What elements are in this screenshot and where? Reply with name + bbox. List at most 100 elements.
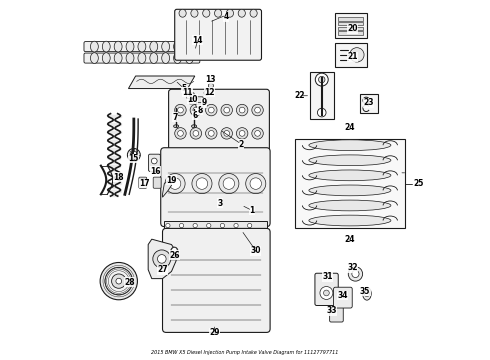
Text: 30: 30 xyxy=(250,246,261,255)
Ellipse shape xyxy=(171,247,178,258)
Text: 24: 24 xyxy=(344,123,355,132)
Circle shape xyxy=(177,107,183,113)
Ellipse shape xyxy=(102,53,110,63)
Circle shape xyxy=(245,174,266,194)
Circle shape xyxy=(239,107,245,113)
Circle shape xyxy=(116,278,122,284)
Ellipse shape xyxy=(138,53,146,63)
Text: 4: 4 xyxy=(224,12,229,21)
Circle shape xyxy=(236,104,248,116)
Ellipse shape xyxy=(162,53,170,63)
FancyBboxPatch shape xyxy=(148,154,160,171)
FancyBboxPatch shape xyxy=(163,228,270,332)
Text: 33: 33 xyxy=(326,306,337,315)
Circle shape xyxy=(247,224,252,228)
Circle shape xyxy=(236,128,248,139)
Bar xyxy=(164,221,267,230)
Bar xyxy=(310,72,334,119)
Circle shape xyxy=(193,224,197,228)
Text: 9: 9 xyxy=(201,98,206,107)
Circle shape xyxy=(190,104,201,116)
Circle shape xyxy=(234,224,238,228)
Text: 21: 21 xyxy=(347,53,358,62)
Ellipse shape xyxy=(309,215,391,226)
FancyBboxPatch shape xyxy=(84,41,200,51)
FancyBboxPatch shape xyxy=(315,273,338,306)
Text: 25: 25 xyxy=(414,179,424,188)
Text: 16: 16 xyxy=(150,167,161,176)
Circle shape xyxy=(205,128,217,139)
Circle shape xyxy=(221,104,232,116)
Ellipse shape xyxy=(91,41,98,52)
Circle shape xyxy=(320,287,333,300)
FancyBboxPatch shape xyxy=(334,287,352,308)
Ellipse shape xyxy=(309,140,391,150)
Text: 22: 22 xyxy=(294,91,305,100)
Ellipse shape xyxy=(173,41,181,52)
Circle shape xyxy=(153,250,171,268)
Circle shape xyxy=(220,224,224,228)
Circle shape xyxy=(100,262,137,300)
Ellipse shape xyxy=(173,53,181,63)
Text: 3: 3 xyxy=(217,199,222,208)
Circle shape xyxy=(352,270,359,278)
Ellipse shape xyxy=(186,41,194,52)
Circle shape xyxy=(255,131,260,136)
FancyBboxPatch shape xyxy=(139,177,147,188)
Ellipse shape xyxy=(91,53,98,63)
Circle shape xyxy=(208,131,214,136)
Text: 35: 35 xyxy=(360,287,370,296)
Circle shape xyxy=(223,178,235,189)
Text: 2: 2 xyxy=(239,140,244,149)
Circle shape xyxy=(252,104,263,116)
Circle shape xyxy=(205,104,217,116)
FancyBboxPatch shape xyxy=(196,97,203,103)
Text: 12: 12 xyxy=(204,87,215,96)
Text: 23: 23 xyxy=(364,98,374,107)
Bar xyxy=(338,27,364,30)
FancyBboxPatch shape xyxy=(84,53,200,63)
Bar xyxy=(338,31,364,35)
Ellipse shape xyxy=(250,9,257,17)
Ellipse shape xyxy=(114,53,122,63)
Text: 14: 14 xyxy=(193,36,203,45)
Circle shape xyxy=(193,107,199,113)
Text: 13: 13 xyxy=(205,75,216,84)
FancyBboxPatch shape xyxy=(153,177,161,188)
Ellipse shape xyxy=(150,41,158,52)
Polygon shape xyxy=(148,239,176,279)
Circle shape xyxy=(172,247,177,253)
Text: 26: 26 xyxy=(169,251,180,260)
Circle shape xyxy=(165,174,185,194)
Circle shape xyxy=(315,73,328,86)
Bar xyxy=(360,94,378,113)
Circle shape xyxy=(208,83,214,88)
Circle shape xyxy=(192,174,212,194)
FancyBboxPatch shape xyxy=(190,98,196,104)
Text: 10: 10 xyxy=(187,95,197,104)
Circle shape xyxy=(207,224,211,228)
Bar xyxy=(335,42,367,67)
Text: 24: 24 xyxy=(344,235,355,244)
Text: 34: 34 xyxy=(337,291,348,300)
Circle shape xyxy=(208,107,214,113)
Circle shape xyxy=(255,107,260,113)
FancyBboxPatch shape xyxy=(187,93,194,99)
Ellipse shape xyxy=(138,41,146,52)
Text: 32: 32 xyxy=(347,264,358,273)
FancyBboxPatch shape xyxy=(330,307,343,322)
FancyBboxPatch shape xyxy=(161,148,270,226)
Bar xyxy=(338,17,364,21)
Text: 31: 31 xyxy=(322,272,333,281)
Ellipse shape xyxy=(363,287,371,300)
Ellipse shape xyxy=(226,9,234,17)
Circle shape xyxy=(250,178,262,189)
Ellipse shape xyxy=(203,9,210,17)
Ellipse shape xyxy=(186,53,194,63)
Ellipse shape xyxy=(150,53,158,63)
Ellipse shape xyxy=(238,9,245,17)
Text: 2015 BMW X5 Diesel Injection Pump Intake Valve Diagram for 11127797711: 2015 BMW X5 Diesel Injection Pump Intake… xyxy=(151,350,339,355)
Polygon shape xyxy=(163,180,172,197)
Text: 28: 28 xyxy=(124,278,135,287)
Text: 19: 19 xyxy=(166,176,177,185)
